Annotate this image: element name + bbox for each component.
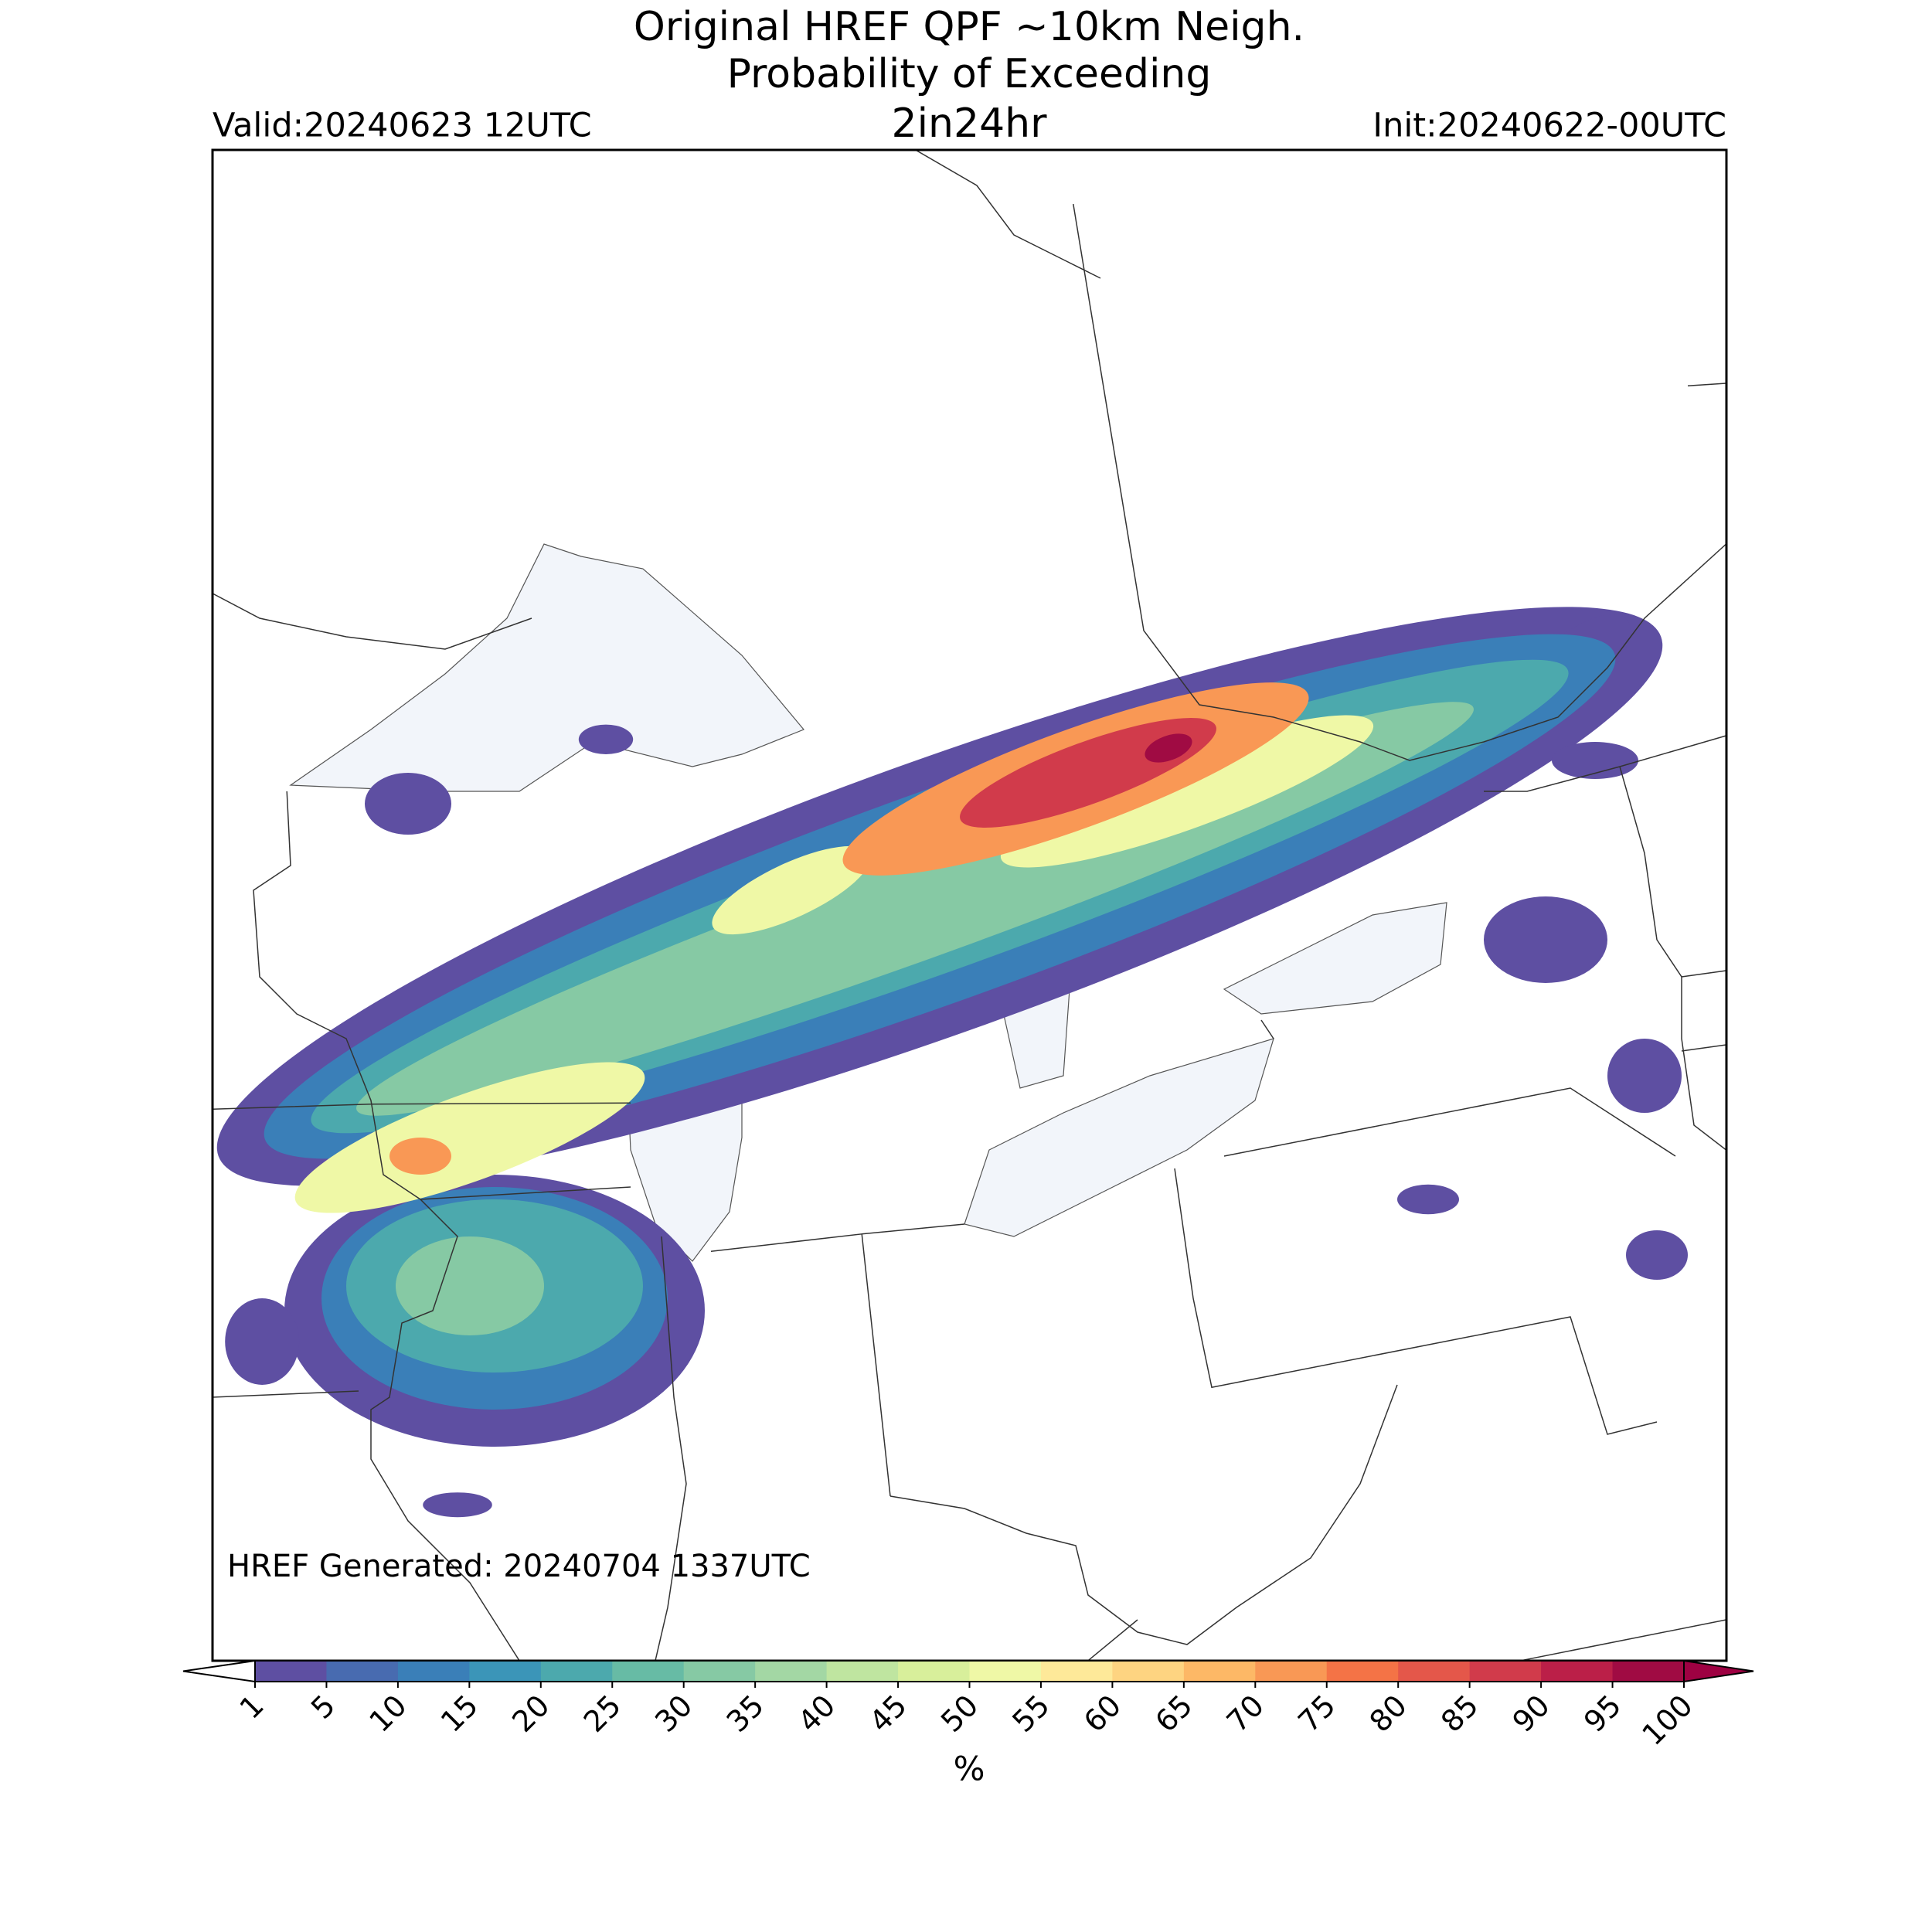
colorbar-segment [898,1661,970,1682]
colorbar-tick-label: 20 [505,1689,556,1739]
colorbar-tick-label: 1 [233,1689,270,1726]
colorbar-segment [326,1661,399,1682]
colorbar-tick-label: 5 [304,1689,342,1726]
colorbar-under [182,1659,256,1683]
colorbar-over [1683,1659,1754,1683]
colorbar-tick-label: 45 [863,1689,913,1739]
colorbar-tick-label: 100 [1635,1689,1699,1752]
precipitation-probability [216,607,1688,1518]
map-area [172,150,1726,1661]
colorbar-segment [1469,1661,1542,1682]
colorbar-segment [1183,1661,1256,1682]
colorbar-tick-label: 10 [362,1689,413,1739]
colorbar: 1 5 10 15 20 25 30 35 40 45 50 55 60 65 70 75 80 85 90 95 10… [182,1659,1754,1752]
precip-area [225,1298,300,1385]
colorbar-segment [612,1661,685,1682]
colorbar-tick-label: 65 [1148,1689,1199,1739]
colorbar-segment [1255,1661,1328,1682]
precip-area [389,1138,451,1175]
colorbar-tick-label: 80 [1363,1689,1413,1739]
colorbar-tick-label: 35 [720,1689,770,1739]
colorbar-segment [1326,1661,1399,1682]
colorbar-tick-label: 50 [934,1689,985,1739]
colorbar-tick-label: 55 [1005,1689,1056,1739]
colorbar-tick-label: 95 [1577,1689,1628,1739]
precip-area [1397,1184,1459,1215]
colorbar-tick-label: 85 [1434,1689,1485,1739]
colorbar-segment [1398,1661,1471,1682]
precip-area [712,845,871,935]
colorbar-tick-label: 70 [1220,1689,1270,1739]
generated-time: HREF Generated: 20240704 1337UTC [227,1549,811,1584]
boundaries [213,150,1726,1661]
colorbar-tick-label: 60 [1077,1689,1128,1739]
precip-area [1484,896,1607,983]
colorbar-segment [969,1661,1042,1682]
title: Probability of Exceeding [727,51,1212,97]
colorbar-tick-label: 90 [1506,1689,1556,1739]
colorbar-label: % [954,1750,985,1789]
colorbar-segment [755,1661,828,1682]
threshold: 2in24hr [892,100,1048,147]
precip-area [1607,1039,1682,1113]
colorbar-segment [1541,1661,1614,1682]
colorbar-tick-label: 25 [577,1689,628,1739]
colorbar-segment [826,1661,899,1682]
colorbar-segment [1040,1661,1113,1682]
init-time: Init:20240622-00UTC [1372,107,1726,145]
precip-area [578,724,634,754]
colorbar-segment [1112,1661,1185,1682]
precip-area [1145,733,1192,763]
colorbar-tick-label: 15 [434,1689,485,1739]
colorbar-tick-label: 30 [648,1689,699,1739]
colorbar-segment [469,1661,542,1682]
colorbar-segment [1612,1661,1685,1682]
precip-area [423,1492,492,1518]
precip-area [365,773,451,835]
precip-area [396,1236,544,1335]
colorbar-segment [540,1661,613,1682]
colorbar-tick-label: 75 [1291,1689,1342,1739]
colorbar-tick-label: 40 [791,1689,842,1739]
colorbar-segment [683,1661,756,1682]
colorbar-segment [397,1661,470,1682]
valid-time: Valid:20240623 12UTC [213,107,592,145]
precip-area [294,1062,645,1213]
precip-area [1626,1230,1688,1280]
precip-area [1552,742,1638,779]
colorbar-segment [255,1661,327,1682]
title: Original HREF QPF ~10km Neigh. [634,4,1304,50]
precip-area [1000,715,1374,868]
